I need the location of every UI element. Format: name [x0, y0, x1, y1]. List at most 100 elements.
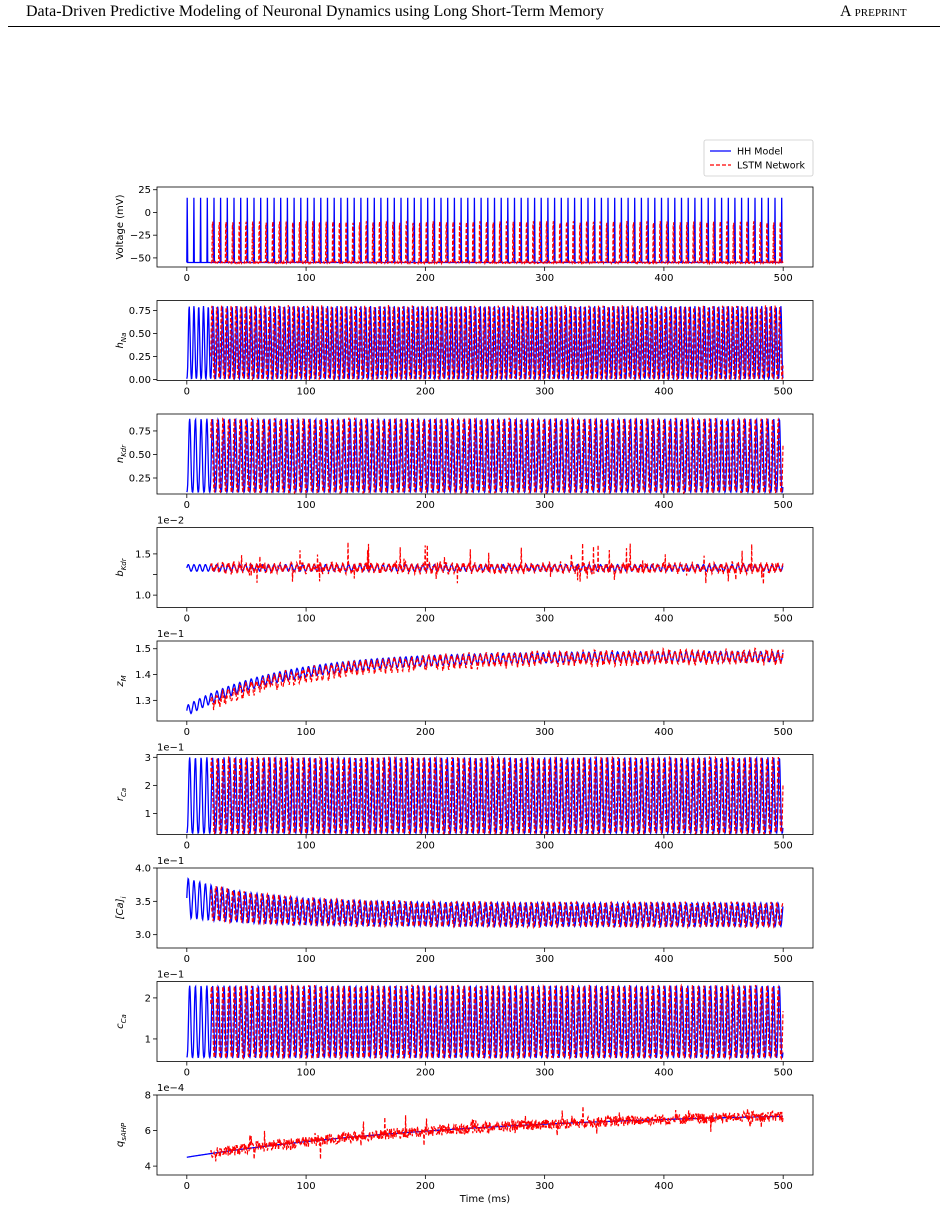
- x-tick-label: 0: [184, 273, 190, 284]
- series-lstm-network: [210, 304, 784, 381]
- plot-frame: [156, 186, 814, 268]
- series-lstm-network: [210, 647, 784, 711]
- series-lstm-network: [210, 983, 784, 1061]
- x-tick-label: 500: [774, 1181, 793, 1192]
- x-tick-label: 500: [774, 1068, 793, 1079]
- x-tick-label: 500: [774, 387, 793, 398]
- legend-box: [703, 139, 814, 177]
- y-tick-label: 0: [145, 208, 151, 219]
- series-lstm-network: [210, 1106, 784, 1162]
- x-tick-label: 300: [535, 954, 554, 965]
- y-tick-label: 0.25: [129, 474, 151, 485]
- header-rule: [8, 26, 940, 27]
- x-tick-label: 100: [297, 273, 316, 284]
- panel-r_ca: 0 100 200 300 400 500 3 2 1 1e−1 rCa: [115, 743, 814, 852]
- y-axis-label: bKdr: [115, 557, 128, 576]
- legend: HH Model LSTM Network: [703, 139, 814, 177]
- y-tick-label: 0.50: [129, 450, 151, 461]
- x-tick-label: 200: [416, 954, 435, 965]
- x-tick-label: 100: [297, 387, 316, 398]
- panel-z_m: 0 100 200 300 400 500 1.5 1.4 1.3 1e−1 zM: [115, 629, 814, 738]
- y-tick-label: 1.3: [135, 696, 151, 707]
- scale-note: 1e−1: [157, 970, 184, 981]
- x-tick-label: 500: [774, 954, 793, 965]
- x-tick-label: 0: [184, 1068, 190, 1079]
- x-tick-label: 300: [535, 387, 554, 398]
- x-tick-label: 300: [535, 727, 554, 738]
- x-tick-label: 300: [535, 500, 554, 511]
- x-tick-label: 0: [184, 500, 190, 511]
- series-hh-model: [186, 877, 784, 929]
- x-tick-label: 100: [297, 614, 316, 625]
- page-header: Data-Driven Predictive Modeling of Neuro…: [0, 0, 948, 27]
- y-tick-label: 0.75: [129, 426, 151, 437]
- legend-entry: HH Model: [737, 147, 783, 158]
- x-tick-label: 300: [535, 841, 554, 852]
- x-tick-label: 0: [184, 954, 190, 965]
- y-tick-label: 3: [145, 753, 151, 764]
- y-tick-label: 2: [145, 781, 151, 792]
- x-tick-label: 400: [654, 273, 673, 284]
- y-axis-label: rCa: [115, 788, 128, 801]
- x-tick-label: 200: [416, 500, 435, 511]
- y-tick-label: 4.0: [135, 864, 151, 875]
- x-tick-label: 200: [416, 841, 435, 852]
- x-tick-label: 500: [774, 614, 793, 625]
- series-lstm-network: [210, 417, 784, 494]
- y-tick-label: 1.4: [135, 670, 151, 681]
- y-tick-label: 8: [145, 1091, 151, 1102]
- x-tick-label: 400: [654, 727, 673, 738]
- y-tick-label: 0.00: [129, 375, 151, 386]
- plot-frame: [156, 1094, 814, 1176]
- y-axis-label: hNa: [115, 333, 128, 349]
- y-tick-label: 1.5: [135, 644, 151, 655]
- panel-q_sahp: 0 100 200 300 400 500 8 6 4 1e−4 qsAHP: [115, 1083, 814, 1192]
- plot-frame: [156, 300, 814, 381]
- x-tick-label: 100: [297, 500, 316, 511]
- x-tick-label: 400: [654, 614, 673, 625]
- series-hh-model: [186, 984, 784, 1060]
- y-tick-label: 3.0: [135, 930, 151, 941]
- y-tick-label: 0.75: [129, 306, 151, 317]
- x-tick-label: 400: [654, 954, 673, 965]
- y-tick-label: 1: [145, 1034, 151, 1045]
- x-tick-label: 100: [297, 841, 316, 852]
- y-tick-label: 4: [145, 1162, 151, 1173]
- y-tick-label: 1.0: [135, 591, 151, 602]
- y-tick-label: 2: [145, 993, 151, 1004]
- scale-note: 1e−2: [157, 516, 184, 527]
- scale-note: 1e−4: [157, 1083, 184, 1094]
- scale-note: 1e−1: [157, 856, 184, 867]
- x-tick-label: 300: [535, 614, 554, 625]
- x-tick-label: 300: [535, 1181, 554, 1192]
- panel-voltage: 0 100 200 300 400 500 25 0 −25 −50 Voltage (mV): [115, 185, 814, 284]
- preprint-tag: A preprint: [840, 3, 907, 20]
- y-tick-label: −50: [130, 253, 151, 264]
- plot-frame: [156, 867, 814, 949]
- x-tick-label: 400: [654, 1181, 673, 1192]
- series-lstm-network: [210, 542, 784, 585]
- y-tick-label: −25: [130, 231, 151, 242]
- y-axis-label: nKdr: [115, 444, 128, 463]
- x-tick-label: 500: [774, 273, 793, 284]
- running-title: Data-Driven Predictive Modeling of Neuro…: [26, 3, 604, 20]
- x-tick-label: 200: [416, 727, 435, 738]
- x-tick-label: 0: [184, 727, 190, 738]
- x-tick-label: 0: [184, 387, 190, 398]
- x-tick-label: 200: [416, 1181, 435, 1192]
- x-tick-label: 500: [774, 841, 793, 852]
- plot-frame: [156, 981, 814, 1062]
- y-tick-label: 1: [145, 809, 151, 820]
- y-axis-label: cCa: [115, 1014, 128, 1029]
- scale-note: 1e−1: [157, 743, 184, 754]
- y-tick-label: 1.5: [135, 549, 151, 560]
- x-tick-label: 400: [654, 500, 673, 511]
- x-tick-label: 100: [297, 1068, 316, 1079]
- y-tick-label: 6: [145, 1126, 151, 1137]
- x-tick-label: 0: [184, 614, 190, 625]
- y-tick-label: 25: [138, 185, 151, 196]
- x-tick-label: 200: [416, 614, 435, 625]
- series-hh-model: [186, 755, 784, 835]
- plot-frame: [156, 640, 814, 722]
